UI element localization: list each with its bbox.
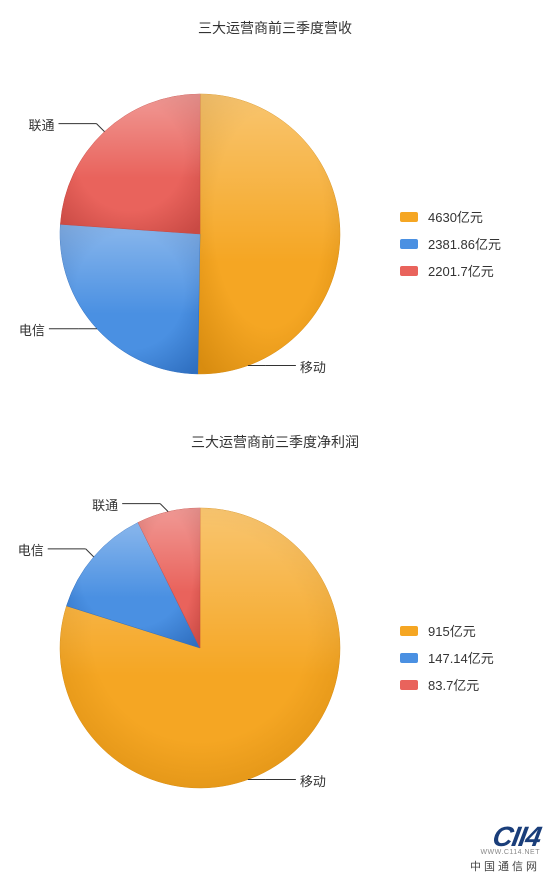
legend-text: 915亿元 bbox=[428, 621, 476, 640]
profit-chart-block: 三大运营商前三季度净利润 移动电信联通915亿元147.14亿元83.7亿元 bbox=[0, 414, 550, 828]
legend-row: 4630亿元 bbox=[400, 207, 501, 226]
legend: 915亿元 147.14亿元 83.7亿元 bbox=[400, 613, 494, 702]
watermark: CII4 WWW.C114.NET 中国通信网 bbox=[470, 823, 540, 874]
legend-text: 2201.7亿元 bbox=[428, 261, 494, 280]
revenue-chart-title: 三大运营商前三季度营收 bbox=[0, 0, 550, 44]
legend-swatch bbox=[400, 680, 418, 690]
legend-row: 147.14亿元 bbox=[400, 648, 494, 667]
watermark-cn: 中国通信网 bbox=[470, 858, 540, 874]
legend-row: 915亿元 bbox=[400, 621, 494, 640]
legend-swatch bbox=[400, 212, 418, 222]
legend: 4630亿元 2381.86亿元 2201.7亿元 bbox=[400, 199, 501, 288]
legend-swatch bbox=[400, 653, 418, 663]
legend-row: 2381.86亿元 bbox=[400, 234, 501, 253]
revenue-chart-block: 三大运营商前三季度营收 移动电信联通4630亿元2381.86亿元2201.7亿… bbox=[0, 0, 550, 414]
profit-chart-title: 三大运营商前三季度净利润 bbox=[0, 414, 550, 458]
legend-row: 2201.7亿元 bbox=[400, 261, 501, 280]
legend-swatch bbox=[400, 266, 418, 276]
legend-text: 4630亿元 bbox=[428, 207, 483, 226]
legend-row: 83.7亿元 bbox=[400, 675, 494, 694]
legend-text: 83.7亿元 bbox=[428, 675, 479, 694]
legend-text: 2381.86亿元 bbox=[428, 234, 501, 253]
watermark-brand: CII4 bbox=[470, 823, 540, 851]
legend-text: 147.14亿元 bbox=[428, 648, 494, 667]
legend-swatch bbox=[400, 239, 418, 249]
profit-chart-area: 移动电信联通915亿元147.14亿元83.7亿元 bbox=[0, 458, 550, 828]
revenue-chart-area: 移动电信联通4630亿元2381.86亿元2201.7亿元 bbox=[0, 44, 550, 414]
legend-swatch bbox=[400, 626, 418, 636]
